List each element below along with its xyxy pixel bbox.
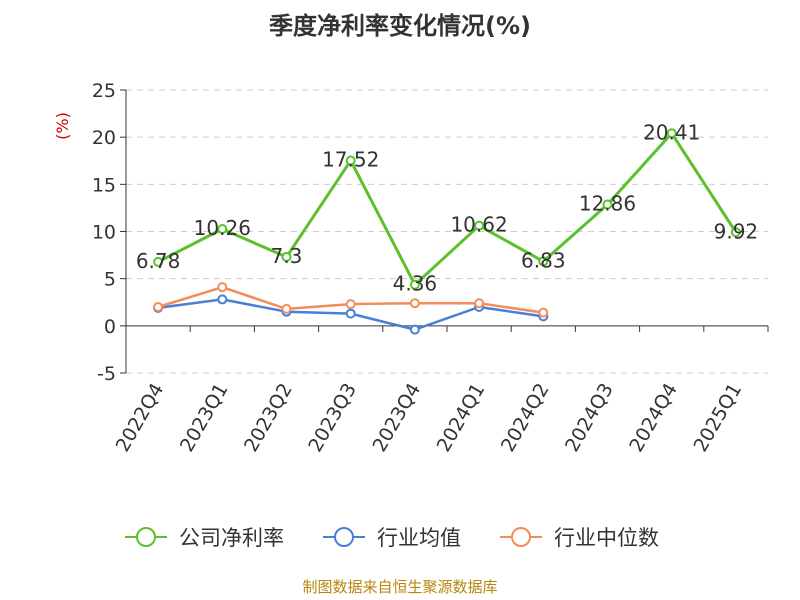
chart-title: 季度净利率变化情况(%) [269,12,531,40]
data-labels: 6.78 10.26 7.3 17.52 4.36 10.62 6.83 12.86 20.41… [136,120,758,295]
x-tick-label: 2023Q4 [368,380,425,456]
data-label: 7.3 [271,244,303,268]
data-point [666,128,677,139]
grid [126,89,768,374]
data-point [217,294,228,305]
data-point [409,279,420,290]
data-point [409,298,420,309]
x-tick-label: 2023Q1 [176,380,233,456]
data-point [153,301,164,312]
legend-marker [511,527,531,547]
data-label: 17.52 [322,148,379,172]
data-point [730,227,741,238]
data-label: 6.83 [521,248,566,272]
legend-marker [334,527,354,547]
data-point [474,298,485,309]
x-tick-label: 2024Q2 [497,380,554,456]
y-tick-label: 10 [92,222,116,244]
data-point [217,282,228,293]
x-tick-label: 2022Q4 [112,380,169,456]
y-tick-label: -5 [97,363,116,385]
y-tick-label: 20 [92,127,116,149]
y-tick-label: 0 [104,316,116,338]
legend-label: 行业中位数 [554,526,659,550]
x-tick-label: 2023Q3 [304,380,361,456]
data-point [538,256,549,267]
data-point [602,199,613,210]
data-point [153,256,164,267]
legend: 公司净利率 行业均值 行业中位数 [125,526,659,550]
y-tick-label: 15 [92,174,116,196]
source-note: 制图数据来自恒生聚源数据库 [302,578,497,596]
legend-marker [136,527,156,547]
legend-label: 行业均值 [377,526,461,550]
data-point [281,251,292,262]
data-point [474,220,485,231]
y-tick-label: 25 [92,80,116,102]
data-point [345,308,356,319]
series-line [157,131,738,287]
y-axis-unit: (%) [53,112,72,140]
data-label: 20.41 [643,120,700,144]
x-tick-label: 2023Q2 [240,380,297,456]
data-label: 12.86 [579,192,636,216]
data-label: 10.26 [194,216,251,240]
data-label: 9.92 [714,219,759,243]
data-label: 4.36 [393,272,438,296]
x-tick-label: 2025Q1 [689,380,746,456]
data-label: 10.62 [450,213,507,237]
data-label: 6.78 [136,249,181,273]
data-point [409,324,420,335]
legend-label: 公司净利率 [179,526,284,550]
x-tick-label: 2024Q3 [561,380,618,456]
data-point [345,155,356,166]
x-tick-label: 2024Q1 [433,379,490,455]
data-point [345,299,356,310]
y-tick-label: 5 [104,269,116,291]
data-point [538,307,549,318]
x-tick-label: 2024Q4 [625,380,682,456]
data-point [217,224,228,235]
series-lines [153,128,741,335]
data-point [281,303,292,314]
